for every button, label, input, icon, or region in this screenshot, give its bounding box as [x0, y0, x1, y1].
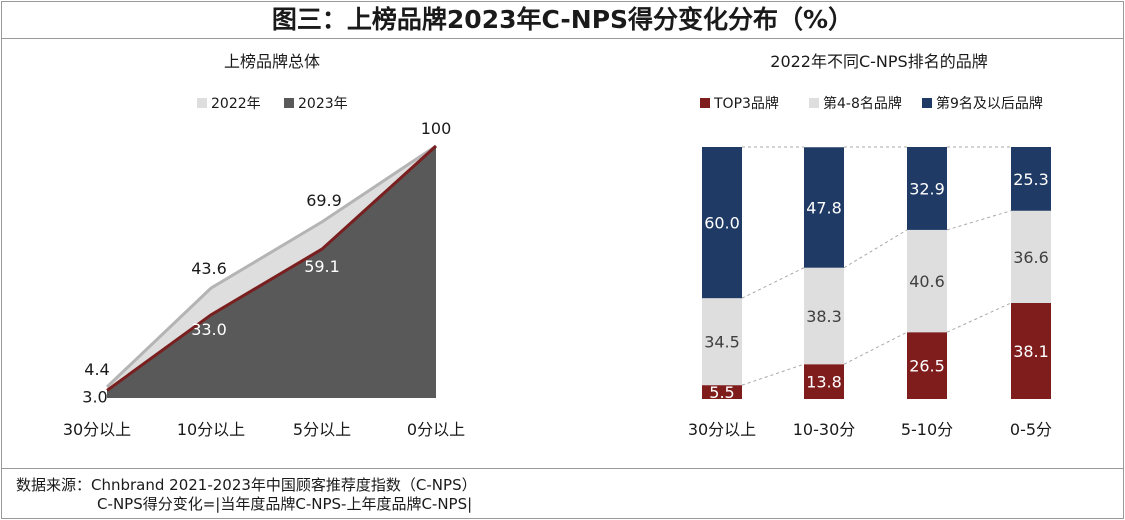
connector-top3-2 [946, 302, 1012, 333]
bar-rest-2 [907, 147, 947, 230]
left-x-tick-2: 5分以上 [293, 420, 351, 439]
label-2022-1: 43.6 [191, 259, 227, 278]
legend-label-mid: 第4-8名品牌 [823, 95, 902, 112]
bar-label-top3-3: 38.1 [1013, 342, 1049, 361]
footer-divider [2, 468, 1123, 469]
connector-mid-2 [946, 210, 1012, 231]
label-2023-1: 33.0 [191, 320, 227, 339]
bar-mid-2 [907, 229, 947, 333]
bar-top3-3 [1011, 302, 1051, 399]
line-2023 [106, 144, 438, 392]
left-x-tick-0: 30分以上 [63, 420, 131, 439]
legend-swatch-mid [809, 98, 819, 108]
left-x-tick-1: 10分以上 [177, 420, 245, 439]
label-2023-2: 59.1 [304, 257, 340, 276]
legend-label-top3: TOP3品牌 [713, 95, 779, 112]
bar-label-rest-2: 32.9 [909, 179, 945, 198]
right-x-tick-2: 5-10分 [901, 420, 953, 439]
bar-label-top3-2: 26.5 [909, 357, 945, 376]
legend-label-2022: 2022年 [211, 96, 261, 112]
bar-label-rest-0: 60.0 [704, 214, 740, 233]
bar-label-mid-0: 34.5 [704, 333, 740, 352]
bar-top3-1 [804, 364, 844, 399]
bar-label-mid-3: 36.6 [1013, 248, 1049, 267]
bar-label-mid-1: 38.3 [806, 307, 842, 326]
bar-label-rest-3: 25.3 [1013, 170, 1049, 189]
connector-mid-1 [843, 229, 908, 269]
label-2023-0: 3.0 [82, 387, 107, 406]
figure-title: 图三：上榜品牌2023年C-NPS得分变化分布（%） [2, 2, 1123, 39]
bar-mid-3 [1011, 210, 1051, 303]
right-x-tick-0: 30分以上 [688, 420, 756, 439]
charts-canvas: 上榜品牌总体 2022年 2023年 4.4 43.6 69.9 100 3.0 33.0 5… [63, 52, 1052, 439]
left-x-tick-3: 0分以上 [407, 420, 465, 439]
bar-rest-0 [702, 147, 742, 299]
label-2022-3: 100 [421, 119, 452, 138]
legend-label-rest: 第9名及以后品牌 [936, 95, 1043, 112]
bar-top3-0 [702, 385, 742, 399]
legend-swatch-2023 [284, 98, 294, 108]
label-2022-0: 4.4 [84, 360, 109, 379]
label-2022-2: 69.9 [306, 191, 342, 210]
source-note: 数据来源：Chnbrand 2021-2023年中国顾客推荐度指数（C-NPS）… [16, 476, 477, 514]
bar-label-top3-0: 5.5 [709, 383, 734, 402]
right-plot-area: 5.5 34.5 60.0 30分以上 13.8 38.3 47.8 10-30分 26.5 40… [688, 146, 1052, 439]
source-line-1: 数据来源：Chnbrand 2021-2023年中国顾客推荐度指数（C-NPS） [16, 476, 477, 494]
line-2022 [105, 144, 437, 388]
bar-mid-1 [804, 267, 844, 365]
legend-swatch-2022 [197, 98, 207, 108]
connector-mid-0 [741, 267, 805, 299]
left-legend: 2022年 2023年 [197, 96, 348, 112]
left-plot-area: 4.4 43.6 69.9 100 3.0 33.0 59.1 30分以上 10分以上 5分以上 0… [63, 119, 465, 439]
bar-mid-0 [702, 298, 742, 386]
legend-swatch-rest [922, 98, 932, 108]
bar-label-mid-2: 40.6 [909, 272, 945, 291]
source-line-2: C-NPS得分变化=|当年度品牌C-NPS-上年度品牌C-NPS| [16, 495, 473, 513]
connector-top3-0 [741, 363, 805, 386]
bar-label-top3-1: 13.8 [806, 373, 842, 392]
legend-swatch-top3 [700, 98, 710, 108]
right-chart-title: 2022年不同C-NPS排名的品牌 [770, 52, 987, 71]
bar-rest-3 [1011, 147, 1051, 211]
area-2023 [107, 146, 436, 398]
bar-top3-2 [907, 332, 947, 399]
right-x-tick-3: 0-5分 [1010, 420, 1052, 439]
right-legend: TOP3品牌 第4-8名品牌 第9名及以后品牌 [700, 95, 1043, 112]
legend-label-2023: 2023年 [298, 96, 348, 112]
left-chart-title: 上榜品牌总体 [224, 52, 320, 71]
right-x-tick-1: 10-30分 [793, 420, 856, 439]
bar-rest-1 [804, 147, 844, 268]
connector-top3-1 [843, 331, 908, 365]
bar-label-rest-1: 47.8 [806, 198, 842, 217]
